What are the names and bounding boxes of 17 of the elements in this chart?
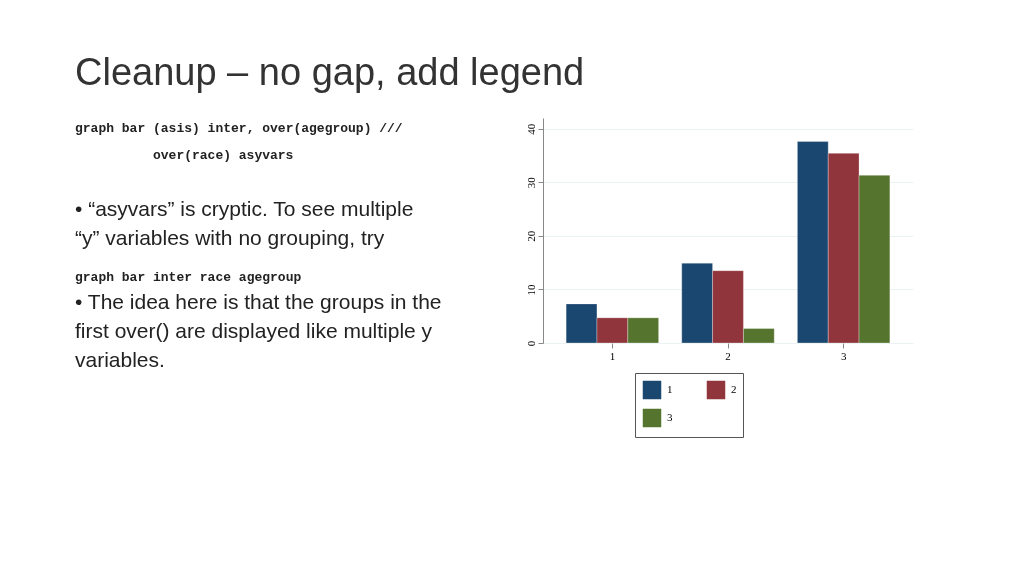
y-tick-label: 20 — [524, 230, 537, 242]
legend-label: 3 — [667, 411, 673, 423]
text: • “asyvars” is cryptic. To see multiple “y” variables with no grouping, try — [75, 197, 414, 249]
x-tick-label: 1 — [609, 349, 616, 362]
text: over(race) asyvars — [153, 148, 294, 163]
y-tick-label: 0 — [524, 340, 537, 347]
x-tick-label: 2 — [725, 349, 731, 362]
y-tick-label: 30 — [524, 176, 537, 189]
chart-title: Cleanup – no gap, add legend — [75, 51, 585, 93]
text: graph bar inter race agegroup — [75, 270, 302, 285]
text: graph bar (asis) inter, over(agegroup) /// — [75, 121, 403, 136]
legend-label: 1 — [667, 383, 673, 395]
y-tick-label: 10 — [524, 283, 537, 296]
legend-label: 2 — [731, 383, 737, 395]
y-tick-label: 40 — [524, 123, 537, 135]
x-tick-label: 3 — [840, 349, 847, 362]
text: • The idea here is that the groups in the first over() are displayed like multiple y variables. — [75, 290, 442, 371]
